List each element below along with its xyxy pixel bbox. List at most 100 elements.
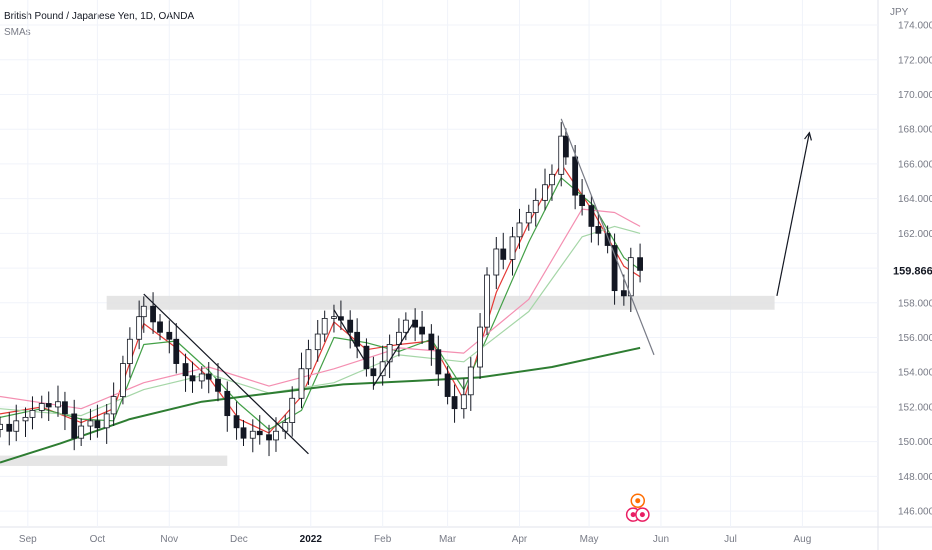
candle-body [532, 199, 539, 213]
chart-legend: British Pound / Japanese Yen, 1D, OANDA … [4, 9, 194, 41]
candle-body [173, 338, 180, 364]
y-tick-label: 150.000 [898, 437, 932, 448]
y-tick-label: 162.000 [898, 229, 932, 240]
candle-body [477, 326, 483, 368]
x-tick-label: May [580, 534, 599, 545]
candle-body [549, 173, 555, 186]
candle-body [572, 156, 579, 196]
time-axis: Sep Oct Nov Dec 2022 Feb Mar Apr May Jun Jul Aug [19, 534, 811, 545]
candle-body [347, 319, 354, 333]
candle-body [22, 416, 29, 422]
y-tick-label: 174.000 [898, 21, 932, 32]
y-tick-label: 172.000 [898, 55, 932, 66]
candle-body [45, 403, 52, 408]
candle-body [604, 232, 611, 246]
x-tick-label: Jul [724, 534, 737, 545]
candle-body [110, 396, 117, 415]
candle-body [13, 420, 20, 432]
x-tick-label: Aug [794, 534, 812, 545]
candle-body [402, 319, 409, 333]
candle-body [516, 222, 523, 238]
event-markers [625, 493, 650, 522]
candle-body [140, 305, 147, 318]
candle-body [493, 248, 500, 276]
marker-dot [635, 498, 641, 504]
candle-body [266, 434, 272, 441]
x-tick-label: Oct [90, 534, 106, 545]
marker-dot [630, 512, 636, 518]
indicator-label[interactable]: SMAs [4, 27, 31, 38]
symbol-title[interactable]: British Pound / Japanese Yen, 1D, OANDA [4, 11, 195, 22]
candle-body [256, 430, 263, 436]
candle-body [224, 390, 231, 417]
candle-body [386, 344, 393, 363]
current-price-box [879, 262, 932, 279]
candle-body [94, 420, 101, 429]
y-tick-label: 154.000 [898, 368, 932, 379]
currency-label: JPY [890, 7, 909, 18]
y-tick-label: 168.000 [898, 125, 932, 136]
y-tick-label: 152.000 [898, 402, 932, 413]
candle-body [205, 373, 212, 380]
candle-body [579, 194, 586, 206]
candle-body [78, 425, 85, 439]
candle-body [71, 413, 78, 439]
x-tick-label: Sep [19, 534, 37, 545]
candle-body [215, 378, 221, 392]
candle-body [331, 316, 337, 319]
y-tick-label: 158.000 [898, 298, 932, 309]
candle-body [298, 368, 305, 399]
y-tick-label: 170.000 [898, 90, 932, 101]
candle-body [289, 397, 296, 423]
x-tick-label: Feb [374, 534, 392, 545]
trendlines [143, 118, 812, 455]
x-tick-label: Dec [230, 534, 248, 545]
moving-averages [0, 163, 641, 464]
x-tick-label: 2022 [300, 534, 323, 545]
trendline [333, 309, 367, 364]
candle-body [305, 349, 312, 370]
arrow-head [804, 131, 812, 141]
candle-body [0, 423, 3, 430]
price-zone [106, 295, 775, 310]
marker-dot [639, 512, 645, 518]
candle-body [500, 248, 507, 260]
candle-body [379, 361, 386, 377]
candle-body [249, 430, 256, 439]
candle-body [29, 410, 36, 418]
candle-body [126, 338, 133, 364]
current-price-label: 159.866 [893, 265, 932, 277]
trendline [143, 293, 309, 455]
candle-body [611, 245, 618, 292]
candle-body [240, 427, 247, 439]
candle-body [55, 401, 61, 408]
candle-body [435, 349, 442, 375]
price-candles [0, 122, 643, 457]
candle-body [363, 345, 370, 370]
x-tick-label: Nov [160, 534, 178, 545]
candle-body [182, 363, 189, 377]
x-tick-label: Jun [653, 534, 669, 545]
candle-body [136, 316, 143, 340]
sma-line [0, 346, 641, 464]
candle-body [395, 331, 402, 345]
trendline [560, 118, 655, 356]
candle-body [588, 205, 595, 227]
candle-body [198, 373, 205, 382]
candle-body [509, 236, 516, 260]
y-tick-label: 156.000 [898, 333, 932, 344]
candle-body [321, 318, 328, 335]
price-axis: JPY 146.000 148.000 150.000 152.000 154.000 1… [879, 7, 932, 518]
candle-body [87, 420, 94, 427]
candle-body [103, 413, 110, 429]
candle-body [444, 373, 451, 397]
candle-body [595, 226, 602, 234]
candle-body [273, 430, 279, 441]
candle-body [150, 305, 156, 323]
candle-body [428, 333, 435, 351]
candle-body [233, 415, 240, 429]
candle-body [484, 274, 490, 328]
candle-body [370, 368, 377, 377]
